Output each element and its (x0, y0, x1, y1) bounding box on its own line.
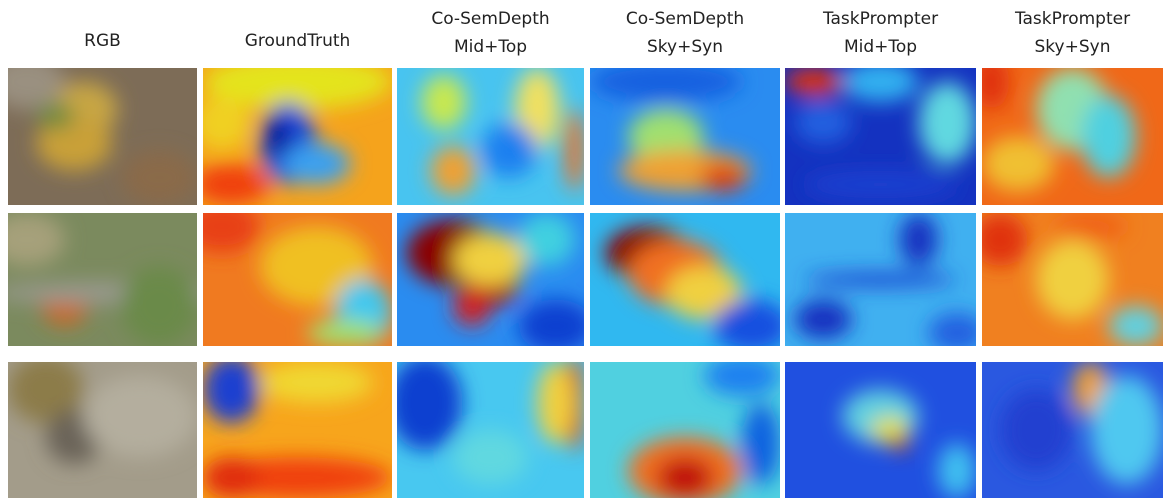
depth-map (194, 54, 392, 205)
tile-blob (795, 299, 852, 339)
tile-blob (928, 313, 985, 353)
tile-blob (973, 54, 1009, 109)
tile-blob (700, 164, 746, 191)
depth-map (590, 61, 780, 205)
tile-blob (203, 457, 260, 498)
tile-blob (388, 355, 463, 450)
depth-map (785, 213, 986, 353)
depth-map (590, 355, 780, 498)
tile-blob (537, 362, 574, 444)
tile-blob (453, 233, 528, 286)
tile-blob (938, 444, 976, 498)
tile-blob (84, 376, 197, 458)
tile-blob (704, 355, 780, 396)
tile-blob (982, 137, 1054, 192)
column-header: Mid+Top (844, 37, 917, 57)
tile-blob (1036, 240, 1108, 320)
depth-map (184, 200, 392, 346)
tile-blob (203, 355, 260, 423)
figure: RGB GroundTruth Co-SemDepth Mid+Top Co-SemDe… (0, 0, 1165, 498)
depth-map (397, 213, 593, 353)
tile-blob (194, 164, 270, 205)
depth-map (397, 68, 584, 205)
column-header: GroundTruth (245, 31, 351, 51)
tile-blob (121, 266, 197, 346)
tile-blob (1054, 213, 1126, 240)
tile-blob (973, 213, 1027, 266)
tile-blob (121, 150, 197, 205)
column-header: Sky+Syn (1035, 37, 1111, 57)
depth-map (590, 213, 790, 353)
depth-map (203, 355, 392, 498)
tile-blob (590, 61, 742, 102)
tile-blob (795, 102, 852, 143)
depth-map (785, 362, 976, 498)
tile-blob (1091, 376, 1163, 485)
tile-blob (785, 68, 842, 95)
tile-blob (453, 430, 528, 484)
tile-blob (453, 286, 490, 326)
tile-blob (714, 299, 790, 352)
tile-blob (804, 273, 957, 286)
tile-blob (657, 457, 714, 498)
tile-blob (1000, 389, 1072, 471)
depth-map (973, 54, 1163, 205)
tile-blob (263, 116, 293, 157)
tile-blob (919, 82, 976, 164)
tile-blob (1082, 95, 1136, 177)
column-header: TaskPrompter (1014, 9, 1130, 29)
rgb-image (8, 355, 197, 498)
rgb-image (0, 213, 216, 346)
tile-blob (194, 95, 251, 150)
tile-blob (742, 403, 780, 485)
tile-blob (1109, 306, 1163, 346)
column-header: Sky+Syn (647, 37, 723, 57)
column-header: Co-SemDepth (626, 9, 744, 29)
column-header: TaskPrompter (822, 9, 938, 29)
tile-blob (519, 213, 575, 266)
tile-blob (421, 75, 466, 130)
tile-blob (519, 299, 594, 352)
depth-map (973, 213, 1163, 346)
tile-blob (804, 171, 957, 198)
column-header: RGB (84, 31, 121, 51)
tile-blob (842, 61, 918, 102)
column-header: Co-SemDepth (431, 9, 549, 29)
tile-blob (900, 213, 938, 266)
tile-blob (890, 437, 909, 451)
tile-blob (307, 319, 383, 346)
tile-blob (481, 123, 537, 178)
column-header: Mid+Top (454, 37, 527, 57)
tile-blob (282, 143, 350, 184)
tile-blob (260, 362, 373, 403)
rgb-image (0, 54, 197, 205)
tile-blob (431, 146, 476, 195)
depth-map (785, 61, 976, 205)
depth-map (388, 355, 584, 498)
depth-map (982, 362, 1163, 498)
tile-blob (565, 109, 584, 191)
